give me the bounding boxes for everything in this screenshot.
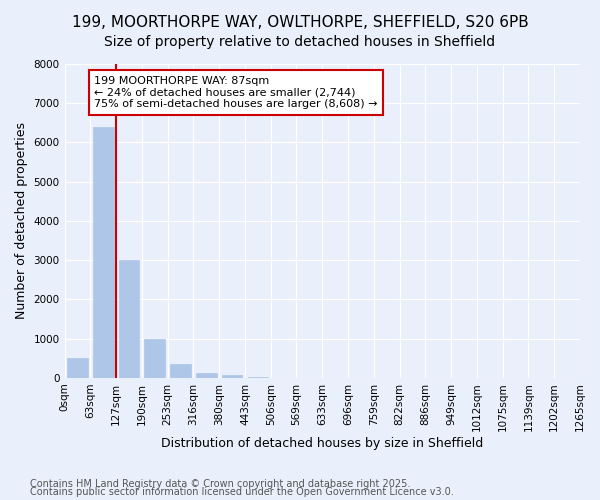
- Text: Contains public sector information licensed under the Open Government Licence v3: Contains public sector information licen…: [30, 487, 454, 497]
- Bar: [170, 364, 191, 378]
- Bar: [93, 127, 113, 378]
- Bar: [248, 376, 268, 378]
- Bar: [67, 358, 88, 378]
- Y-axis label: Number of detached properties: Number of detached properties: [15, 122, 28, 320]
- Text: Size of property relative to detached houses in Sheffield: Size of property relative to detached ho…: [104, 35, 496, 49]
- Bar: [145, 338, 165, 378]
- Text: Contains HM Land Registry data © Crown copyright and database right 2025.: Contains HM Land Registry data © Crown c…: [30, 479, 410, 489]
- Text: 199, MOORTHORPE WAY, OWLTHORPE, SHEFFIELD, S20 6PB: 199, MOORTHORPE WAY, OWLTHORPE, SHEFFIEL…: [71, 15, 529, 30]
- Bar: [196, 372, 217, 378]
- Text: 199 MOORTHORPE WAY: 87sqm
← 24% of detached houses are smaller (2,744)
75% of se: 199 MOORTHORPE WAY: 87sqm ← 24% of detac…: [94, 76, 377, 109]
- Bar: [119, 260, 139, 378]
- X-axis label: Distribution of detached houses by size in Sheffield: Distribution of detached houses by size …: [161, 437, 484, 450]
- Bar: [222, 375, 242, 378]
